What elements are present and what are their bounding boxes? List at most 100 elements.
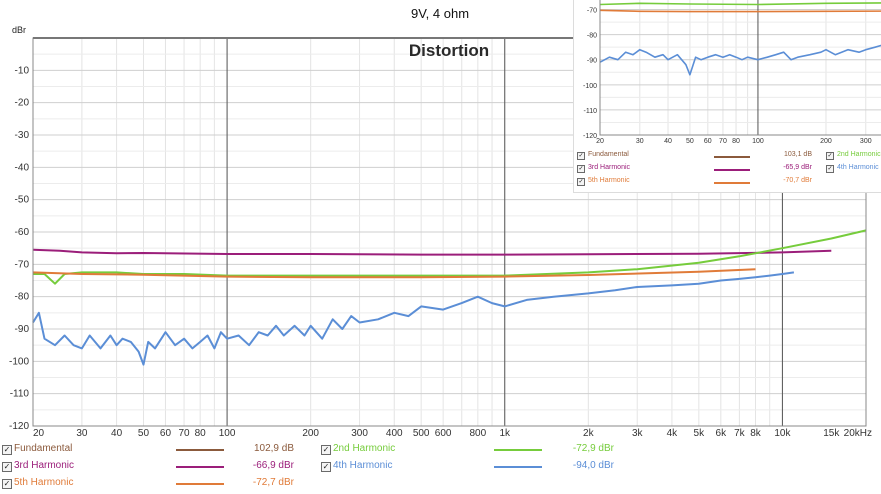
5th-harmonic-checkbox[interactable] bbox=[577, 178, 585, 186]
chart-title: Distortion bbox=[409, 41, 489, 60]
y-axis-label: dBr bbox=[12, 25, 26, 35]
legend-swatch bbox=[714, 169, 750, 171]
series-line-4th-harmonic bbox=[599, 44, 881, 76]
legend-swatch bbox=[494, 466, 542, 468]
5th-harmonic-checkbox[interactable] bbox=[2, 479, 12, 489]
legend-label: Fundamental bbox=[14, 443, 73, 454]
main-series-group bbox=[32, 229, 867, 366]
2nd-harmonic-checkbox[interactable] bbox=[321, 445, 331, 455]
legend-swatch bbox=[494, 449, 542, 451]
x-tick-label: 300 bbox=[351, 428, 368, 439]
inset-series-group bbox=[599, 2, 881, 76]
fundamental-checkbox[interactable] bbox=[577, 152, 585, 160]
x-tick-label: 40 bbox=[664, 138, 672, 145]
x-tick-label: 20kHz bbox=[844, 428, 872, 439]
y-tick-label: -80 bbox=[15, 292, 30, 303]
x-tick-label: 600 bbox=[435, 428, 452, 439]
y-tick-label: -70 bbox=[15, 259, 30, 270]
4th-harmonic-checkbox[interactable] bbox=[826, 165, 834, 173]
legend-value: 103,1 dB bbox=[783, 151, 812, 158]
inset-chart-panel: -70 -80 -90 -100 -110 -120 20 30 40 50 60 70 80 100 20… bbox=[573, 0, 881, 193]
4th-harmonic-checkbox[interactable] bbox=[321, 462, 331, 472]
legend-label: Fundamental bbox=[588, 151, 629, 158]
legend-swatch bbox=[176, 466, 224, 468]
y-tick-label: -30 bbox=[15, 130, 30, 141]
x-tick-label: 3k bbox=[632, 428, 644, 439]
x-tick-label: 70 bbox=[179, 428, 191, 439]
series-line-5th-harmonic bbox=[599, 9, 881, 13]
x-tick-label: 300 bbox=[860, 138, 872, 145]
y-tick-label: -70 bbox=[587, 8, 597, 15]
legend-label: 5th Harmonic bbox=[14, 477, 74, 488]
x-tick-label: 30 bbox=[76, 428, 88, 439]
x-tick-label: 15k bbox=[823, 428, 840, 439]
x-tick-label: 200 bbox=[302, 428, 319, 439]
legend-label: 3rd Harmonic bbox=[14, 460, 75, 471]
x-tick-label: 500 bbox=[413, 428, 430, 439]
legend-value: -65,9 dBr bbox=[783, 164, 812, 171]
x-tick-label: 4k bbox=[667, 428, 679, 439]
x-tick-label: 20 bbox=[33, 428, 45, 439]
fundamental-checkbox[interactable] bbox=[2, 445, 12, 455]
inset-legend-row-5th: 5th Harmonic -70,7 dBr bbox=[574, 177, 881, 191]
legend-row-5th: 5th Harmonic -72,7 dBr bbox=[0, 477, 881, 491]
y-tick-label: -110 bbox=[10, 389, 30, 400]
x-tick-label: 100 bbox=[752, 138, 764, 145]
y-tick-label: -10 bbox=[15, 65, 30, 76]
legend-label: 4th Harmonic bbox=[837, 164, 879, 171]
legend-label: 5th Harmonic bbox=[588, 177, 630, 184]
x-tick-label: 2k bbox=[583, 428, 595, 439]
y-tick-label: -60 bbox=[15, 227, 30, 238]
x-tick-label: 200 bbox=[820, 138, 832, 145]
legend-value: 102,9 dB bbox=[253, 443, 294, 454]
y-tick-label: -100 bbox=[583, 83, 597, 90]
plot-frame bbox=[599, 0, 881, 136]
y-tick-label: -90 bbox=[15, 324, 30, 335]
inset-legend-row-3rd: 3rd Harmonic -65,9 dBr 4th Harmonic bbox=[574, 164, 881, 178]
x-tick-label: 20 bbox=[596, 138, 604, 145]
legend-swatch bbox=[714, 182, 750, 184]
x-tick-label: 50 bbox=[686, 138, 694, 145]
x-tick-label: 10k bbox=[774, 428, 791, 439]
legend-label: 4th Harmonic bbox=[333, 460, 393, 471]
x-tick-label: 80 bbox=[732, 138, 740, 145]
legend-label: 2nd Harmonic bbox=[333, 443, 396, 454]
series-line-4th-harmonic bbox=[32, 271, 795, 366]
legend-row-3rd: 3rd Harmonic -66,9 dBr 4th Harmonic -94,… bbox=[0, 460, 881, 474]
series-line-5th-harmonic bbox=[32, 268, 756, 279]
legend-value: -94,0 dBr bbox=[572, 460, 614, 471]
x-tick-label: 80 bbox=[195, 428, 207, 439]
x-tick-label: 8k bbox=[750, 428, 762, 439]
y-tick-label: -80 bbox=[587, 33, 597, 40]
y-tick-label: -90 bbox=[587, 58, 597, 65]
x-tick-label: 50 bbox=[138, 428, 150, 439]
x-tick-label: 60 bbox=[704, 138, 712, 145]
x-tick-label: 1k bbox=[499, 428, 511, 439]
y-tick-label: -100 bbox=[9, 356, 29, 367]
legend-swatch bbox=[714, 156, 750, 158]
legend-value: -66,9 dBr bbox=[252, 460, 294, 471]
legend-value: -72,7 dBr bbox=[252, 477, 294, 488]
legend-swatch bbox=[176, 483, 224, 485]
y-tick-label: -40 bbox=[15, 162, 30, 173]
x-tick-label: 800 bbox=[469, 428, 486, 439]
x-tick-label: 40 bbox=[111, 428, 123, 439]
inset-grid bbox=[600, 0, 881, 136]
chart-subtitle: 9V, 4 ohm bbox=[411, 6, 469, 21]
3rd-harmonic-checkbox[interactable] bbox=[577, 165, 585, 173]
legend-swatch bbox=[176, 449, 224, 451]
legend-label: 2nd Harmonic bbox=[837, 151, 881, 158]
legend-value: -72,9 dBr bbox=[572, 443, 614, 454]
x-tick-label: 60 bbox=[160, 428, 172, 439]
y-tick-label: -120 bbox=[9, 421, 29, 432]
x-tick-label: 5k bbox=[694, 428, 706, 439]
3rd-harmonic-checkbox[interactable] bbox=[2, 462, 12, 472]
x-tick-label: 70 bbox=[719, 138, 727, 145]
inset-legend-row-fundamental: Fundamental 103,1 dB 2nd Harmonic bbox=[574, 151, 881, 165]
2nd-harmonic-checkbox[interactable] bbox=[826, 152, 834, 160]
x-tick-label: 6k bbox=[716, 428, 728, 439]
x-tick-label: 400 bbox=[386, 428, 403, 439]
y-tick-label: -50 bbox=[15, 195, 30, 206]
x-tick-label: 7k bbox=[734, 428, 746, 439]
